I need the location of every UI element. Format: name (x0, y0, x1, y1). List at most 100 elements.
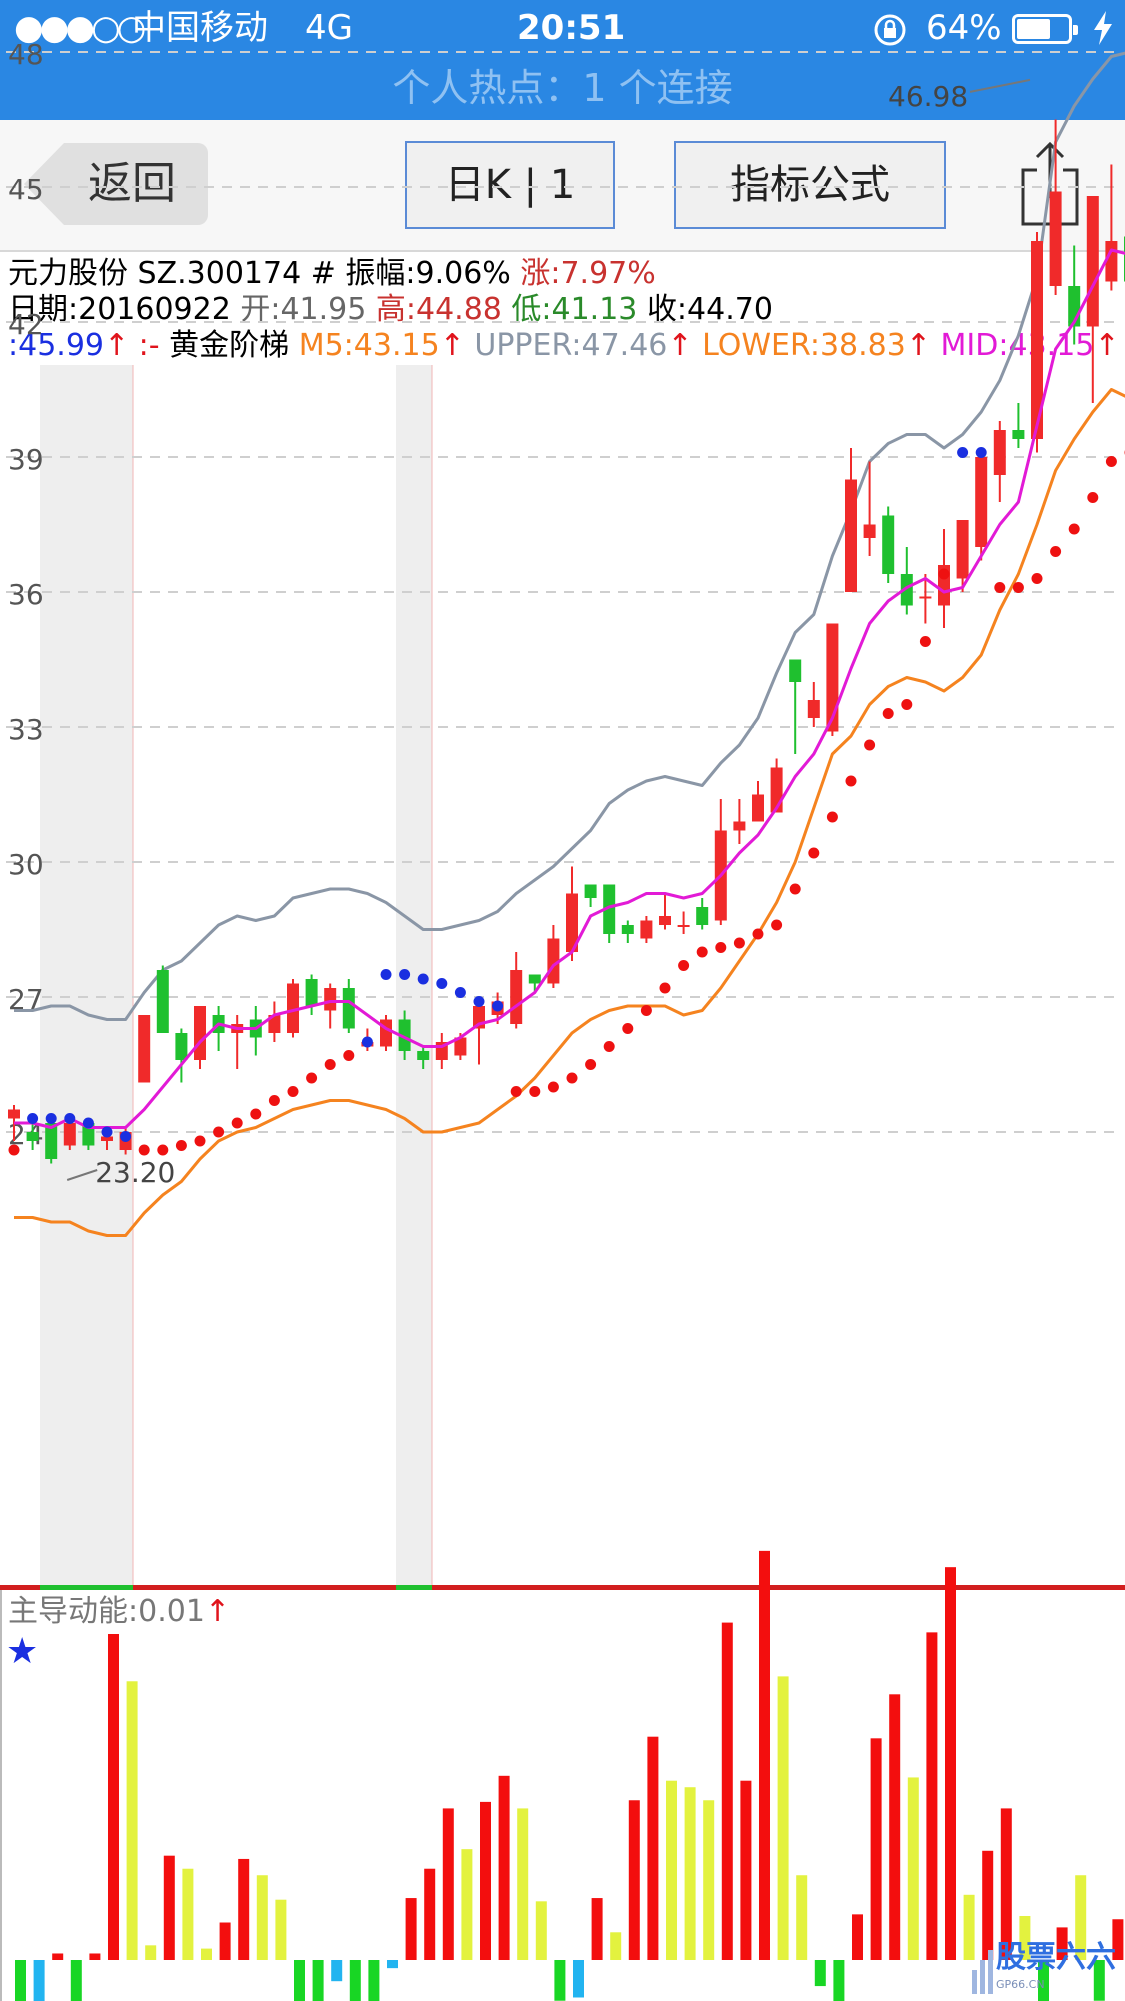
signal-dot (771, 919, 783, 931)
momentum-bar (517, 1808, 529, 1960)
back-button-label: 返回 (88, 158, 176, 209)
candle-body (1086, 196, 1099, 327)
candle-body (789, 659, 802, 682)
back-button[interactable]: 返回 (22, 141, 210, 227)
y-tick-label: 45 (8, 173, 44, 206)
battery-percent: 64% (926, 8, 1002, 48)
signal-dot (603, 1041, 615, 1052)
candle-body (380, 1019, 392, 1047)
momentum-bar (294, 1960, 305, 2001)
candle-body (863, 524, 876, 538)
y-tick-label: 36 (8, 578, 44, 611)
candle-body (882, 515, 895, 574)
candle-body (566, 893, 578, 952)
signal-dot (826, 811, 838, 823)
signal-dot (1087, 492, 1099, 503)
info-segment: 黄金阶梯 (169, 328, 299, 363)
candle-body (677, 925, 690, 927)
signal-dot (882, 708, 894, 719)
signal-dot (64, 1113, 76, 1124)
signal-dot (324, 1059, 336, 1070)
candle-body (287, 983, 299, 1033)
signal-dot (138, 1144, 150, 1156)
momentum-bar (405, 1898, 417, 1960)
signal-dot (1105, 456, 1117, 467)
candle-body (398, 1019, 411, 1051)
indicator-formula-button[interactable]: 指标公式 (674, 141, 946, 229)
y-tick-label: 33 (8, 713, 44, 746)
info-segment: M5:43.15 (298, 328, 440, 363)
signal-dot (120, 1131, 132, 1142)
candle-body (845, 479, 857, 592)
momentum-bar (15, 1960, 26, 2001)
momentum-bar (721, 1622, 733, 1960)
candle-body (138, 1015, 151, 1083)
candle-body (324, 988, 337, 1011)
signal-dot (659, 982, 671, 994)
momentum-bar (833, 1960, 845, 2001)
momentum-bar (442, 1808, 454, 1960)
momentum-bar (238, 1858, 250, 1960)
panel-separator (0, 1585, 1125, 1590)
momentum-bar (945, 1567, 956, 1960)
momentum-bar (498, 1775, 510, 1960)
signal-dot (175, 1140, 187, 1151)
signal-dot (213, 1126, 225, 1138)
candle-body (26, 1132, 39, 1141)
signal-dot (417, 973, 429, 985)
signal-dot (994, 582, 1006, 593)
signal-dot (715, 942, 727, 953)
momentum-bar (331, 1960, 343, 1982)
signal-dot (901, 699, 913, 710)
momentum-bar (256, 1875, 268, 1960)
info-segment: ↑ (439, 328, 475, 363)
momentum-bar (480, 1801, 491, 1960)
status-bar: ●●●○○ 中国移动 4G 20:51 64% 个人热点：1 个连接 (0, 0, 1125, 120)
signal-dot (1031, 573, 1043, 584)
candle-body (584, 884, 597, 898)
signal-dot (678, 960, 690, 971)
candle-body (807, 700, 820, 718)
clock: 20:51 (517, 8, 626, 48)
momentum-bar (70, 1960, 82, 2001)
momentum-bar (387, 1960, 398, 1969)
momentum-bar (870, 1738, 882, 1960)
momentum-bar (684, 1787, 696, 1960)
momentum-bar (907, 1777, 919, 1960)
signal-dot (436, 978, 448, 989)
momentum-bar (982, 1850, 994, 1960)
hotspot-banner[interactable]: 个人热点：1 个连接 (392, 66, 733, 110)
momentum-bar (1056, 1927, 1068, 1960)
signal-dot (1068, 523, 1080, 535)
candle-body (268, 1015, 281, 1033)
y-tick-label: 48 (8, 38, 44, 71)
info-segment: 元力股份 SZ.300174 # 振幅:9.06% (8, 256, 521, 291)
momentum-bar (1112, 1919, 1124, 1960)
candle-body (640, 920, 653, 939)
sub-indicator-label: 主导动能:0.01↑ (8, 1594, 230, 1630)
candle-body (993, 430, 1006, 475)
signal-dot (938, 568, 950, 580)
watermark-text: 股票六六 (996, 1940, 1116, 1975)
annotation-leader (969, 78, 1031, 93)
candle-body (659, 916, 671, 925)
network-type: 4G (305, 8, 353, 48)
signal-dot (957, 447, 969, 458)
signal-dot (622, 1023, 634, 1034)
momentum-bar (889, 1694, 901, 1960)
period-button[interactable]: 日K | 1 (405, 141, 615, 229)
momentum-bar (52, 1953, 64, 1960)
momentum-bar (610, 1932, 622, 1960)
momentum-bar (703, 1800, 715, 1960)
momentum-bar (349, 1960, 361, 2001)
candle-body (733, 821, 746, 831)
signal-dot (492, 1000, 504, 1012)
signal-dot (845, 775, 857, 787)
momentum-bar (1019, 1915, 1031, 1960)
back-arrow-icon (24, 143, 208, 225)
star-icon: ★ (6, 1631, 39, 1672)
candle-body (101, 1136, 113, 1141)
signal-dot (919, 636, 931, 647)
momentum-bar (666, 1780, 677, 1960)
